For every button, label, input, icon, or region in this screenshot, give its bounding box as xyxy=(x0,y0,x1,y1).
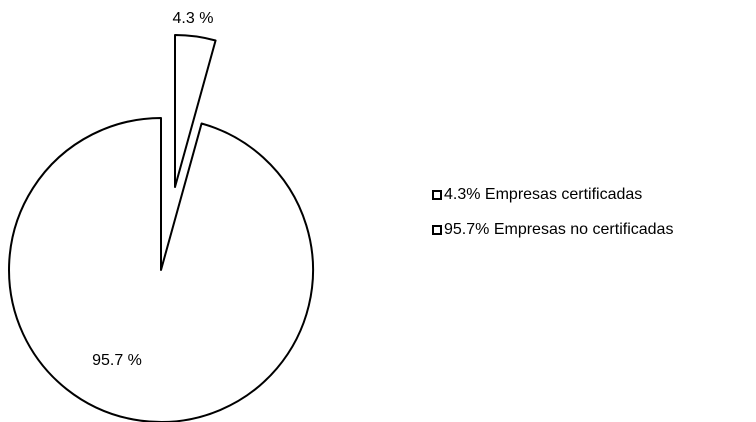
slice-certificadas xyxy=(174,34,217,188)
legend-item-certificadas: 4.3% Empresas certificadas xyxy=(432,184,673,206)
chart-legend: 4.3% Empresas certificadas 95.7% Empresa… xyxy=(432,184,673,254)
legend-item-no-certificadas: 95.7% Empresas no certificadas xyxy=(432,219,673,241)
legend-label-no-certificadas: 95.7% Empresas no certificadas xyxy=(444,221,674,238)
data-label-no-certificadas: 95.7 % xyxy=(92,352,142,369)
data-label-certificadas: 4.3 % xyxy=(173,10,214,27)
pie-chart: 4.3 % 95.7 % xyxy=(8,10,314,422)
slice-no-certificadas xyxy=(8,117,314,422)
legend-swatch-no-certificadas xyxy=(432,225,442,235)
legend-swatch-certificadas xyxy=(432,190,442,200)
legend-label-certificadas: 4.3% Empresas certificadas xyxy=(444,186,643,203)
